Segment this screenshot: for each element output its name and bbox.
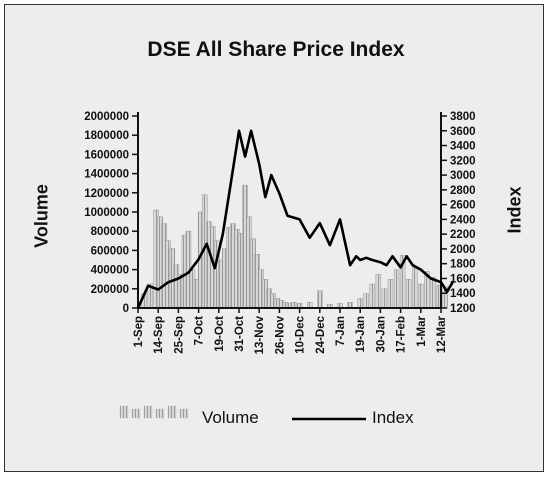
legend-volume-mark [155, 408, 165, 419]
volume-bar [418, 283, 424, 309]
y-right-tick-label: 2200 [450, 229, 476, 241]
y-left-tick-label: 1400000 [84, 169, 129, 181]
volume-bar [412, 267, 418, 309]
x-tick-label: 13-Nov [254, 315, 266, 354]
x-tick-label: 7-Oct [194, 316, 206, 346]
x-tick-label: 26-Nov [274, 315, 286, 354]
index-line [136, 129, 455, 309]
y-right-tick-label: 2400 [450, 214, 476, 226]
chart-frame [4, 4, 544, 472]
volume-bar [375, 274, 382, 309]
legend [119, 405, 366, 421]
legend-volume-mark [179, 408, 189, 419]
volume-bars [141, 184, 448, 309]
x-tick-label: 10-Dec [295, 315, 307, 353]
x-tick-label: 19-Oct [214, 316, 226, 352]
legend-label-volume: Volume [202, 408, 259, 427]
x-tick-label: 25-Sep [173, 316, 185, 354]
volume-bar [357, 298, 363, 309]
y-left-tick-label: 400000 [91, 265, 129, 277]
y-right-tick-label: 2600 [450, 200, 476, 212]
volume-bar [387, 279, 394, 309]
x-tick-label: 1-Sep [133, 316, 145, 347]
x-tick-label: 24-Dec [315, 315, 327, 353]
y-left-tick-label: 1600000 [84, 149, 129, 161]
y-right-tick-label: 3800 [450, 111, 476, 123]
y-right-tick-label: 3000 [450, 170, 476, 182]
y-left-tick-label: 1000000 [84, 207, 129, 219]
chart-title: DSE All Share Price Index [147, 38, 405, 61]
axes: 0 200000 400000 600000 800000 1000000 1200000 1… [84, 111, 475, 354]
y-left-tick-label: 200000 [91, 284, 129, 296]
legend-volume-mark [167, 405, 177, 419]
y-right-tick-label: 1600 [450, 273, 476, 285]
y-right-tick-label: 2800 [450, 185, 476, 197]
legend-volume-mark [131, 408, 141, 419]
volume-bar [369, 283, 376, 309]
y-right-tick-label: 1200 [450, 303, 476, 315]
y-left-tick-label: 2000000 [84, 111, 129, 123]
volume-bar [393, 269, 400, 309]
index-line-group [136, 129, 455, 309]
y-right-tick-label: 2000 [450, 244, 476, 256]
volume-bar [430, 277, 436, 309]
volume-bar [317, 290, 323, 309]
x-tick-label: 30-Jan [375, 316, 387, 352]
x-tick-label: 31-Oct [234, 316, 246, 352]
y-right-tick-label: 1400 [450, 288, 476, 300]
volume-bar [381, 288, 388, 309]
y-right-tick-label: 1800 [450, 259, 476, 271]
legend-volume-mark [143, 405, 153, 419]
y-left-tick-label: 800000 [91, 226, 129, 238]
x-tick-label: 17-Feb [396, 316, 408, 353]
legend-swatch-volume [119, 405, 189, 419]
y-left-tick-label: 1200000 [84, 188, 129, 200]
y-right-tick-label: 3600 [450, 126, 476, 138]
y-left-tick-label: 0 [123, 303, 129, 315]
x-tick-label: 1-Mar [416, 315, 428, 346]
legend-label-index: Index [372, 408, 414, 427]
x-tick-label: 7-Jan [335, 316, 347, 346]
y-left-tick-label: 1800000 [84, 130, 129, 142]
volume-bar [363, 293, 369, 309]
y-right-tick-label: 3400 [450, 141, 476, 153]
x-tick-label: 14-Sep [153, 316, 165, 354]
x-tick-label: 12-Mar [436, 315, 448, 353]
legend-volume-mark [119, 405, 129, 419]
volume-bar [405, 279, 412, 309]
y-right-tick-label: 3200 [450, 155, 476, 167]
x-tick-label: 19-Jan [355, 316, 367, 352]
y-left-tick-label: 600000 [91, 245, 129, 257]
